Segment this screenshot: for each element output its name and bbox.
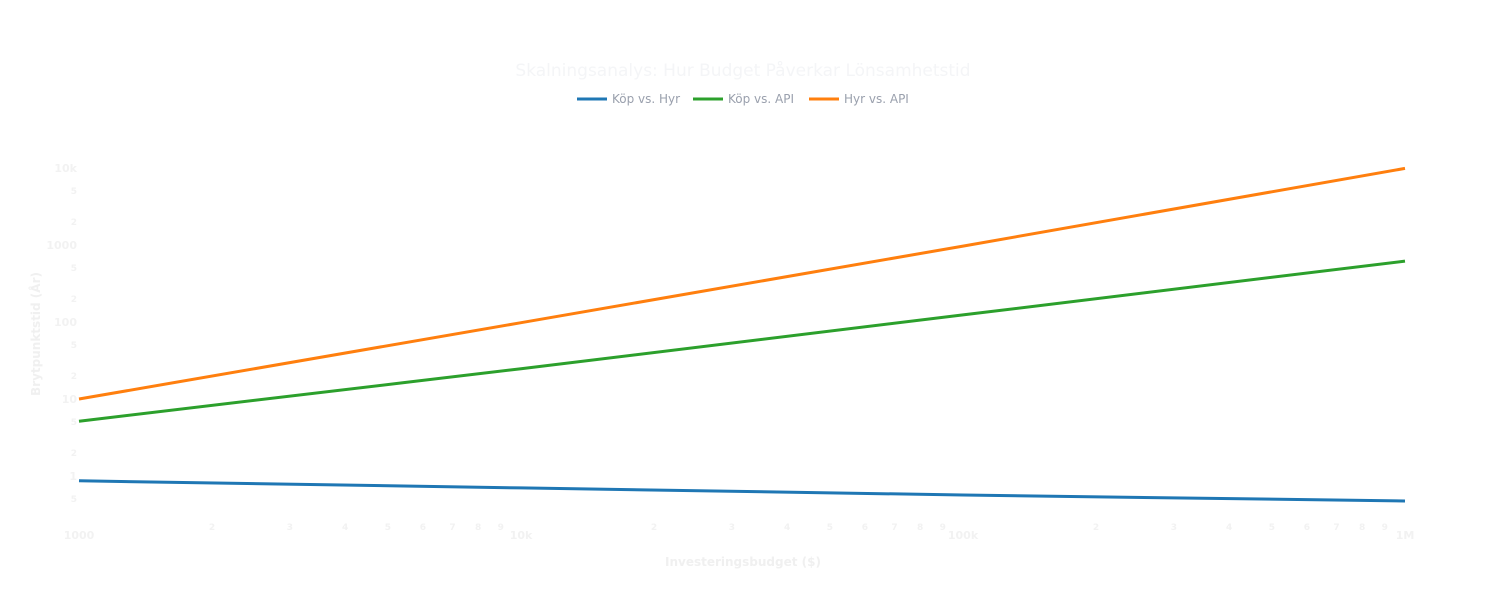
y-minor-tick-label: 2 bbox=[71, 449, 77, 459]
x-minor-tick-label: 4 bbox=[1226, 523, 1232, 533]
y-axis-title: Brytpunktstid (År) bbox=[28, 272, 43, 396]
series-line-köp-vs-api bbox=[78, 259, 1406, 423]
x-minor-tick-label: 7 bbox=[891, 523, 897, 533]
x-minor-tick-label: 5 bbox=[1269, 523, 1275, 533]
y-minor-tick-label: 5 bbox=[71, 341, 77, 351]
y-minor-tick-label: 5 bbox=[71, 264, 77, 274]
legend: Köp vs. Hyr Köp vs. API Hyr vs. API bbox=[577, 92, 909, 106]
x-minor-tick-label: 7 bbox=[1333, 523, 1339, 533]
x-minor-tick-label: 8 bbox=[475, 523, 481, 533]
y-minor-tick-label: 5 bbox=[71, 418, 77, 428]
legend-item[interactable]: Köp vs. Hyr bbox=[612, 92, 680, 106]
x-minor-tick-label: 3 bbox=[287, 523, 293, 533]
y-tick-label: 1000 bbox=[46, 239, 77, 252]
x-minor-tick-label: 4 bbox=[784, 523, 790, 533]
series-line-hyr-vs-api bbox=[78, 166, 1406, 401]
plot-area bbox=[78, 166, 1406, 503]
chart-title: Skalningsanalys: Hur Budget Påverkar Lön… bbox=[515, 60, 970, 81]
y-tick-label: 1 bbox=[69, 470, 77, 483]
x-minor-tick-label: 5 bbox=[827, 523, 833, 533]
x-minor-tick-label: 9 bbox=[498, 523, 504, 533]
x-minor-tick-label: 3 bbox=[1171, 523, 1177, 533]
x-minor-tick-label: 6 bbox=[862, 523, 868, 533]
y-minor-tick-label: 5 bbox=[71, 187, 77, 197]
x-tick-label: 1000 bbox=[64, 529, 95, 542]
y-tick-label: 10k bbox=[54, 162, 77, 175]
x-minor-tick-label: 9 bbox=[1382, 523, 1388, 533]
y-tick-label: 10 bbox=[62, 393, 78, 406]
y-tick-label: 100 bbox=[54, 316, 77, 329]
series-line-köp-vs-hyr bbox=[78, 479, 1406, 503]
x-minor-tick-label: 8 bbox=[917, 523, 923, 533]
x-minor-tick-label: 8 bbox=[1359, 523, 1365, 533]
legend-item[interactable]: Hyr vs. API bbox=[844, 92, 909, 106]
x-axis-title: Investeringsbudget ($) bbox=[665, 555, 821, 569]
x-minor-tick-label: 9 bbox=[940, 523, 946, 533]
x-minor-tick-label: 2 bbox=[651, 523, 657, 533]
x-minor-tick-label: 6 bbox=[1304, 523, 1310, 533]
x-tick-label: 100k bbox=[948, 529, 979, 542]
y-minor-tick-label: 2 bbox=[71, 218, 77, 228]
y-minor-tick-label: 5 bbox=[71, 495, 77, 505]
x-tick-label: 10k bbox=[510, 529, 533, 542]
legend-item[interactable]: Köp vs. API bbox=[728, 92, 794, 106]
x-minor-tick-label: 7 bbox=[449, 523, 455, 533]
x-minor-tick-label: 4 bbox=[342, 523, 348, 533]
x-minor-tick-label: 2 bbox=[1093, 523, 1099, 533]
y-minor-tick-label: 2 bbox=[71, 295, 77, 305]
x-minor-tick-label: 6 bbox=[420, 523, 426, 533]
x-tick-label: 1M bbox=[1396, 529, 1415, 542]
y-minor-tick-label: 2 bbox=[71, 372, 77, 382]
y-axis-ticks: 1 2 5 10 2 5 100 2 5 1000 2 5 10k 5 bbox=[46, 162, 77, 505]
x-minor-tick-label: 3 bbox=[729, 523, 735, 533]
x-minor-tick-label: 5 bbox=[385, 523, 391, 533]
x-minor-tick-label: 2 bbox=[209, 523, 215, 533]
